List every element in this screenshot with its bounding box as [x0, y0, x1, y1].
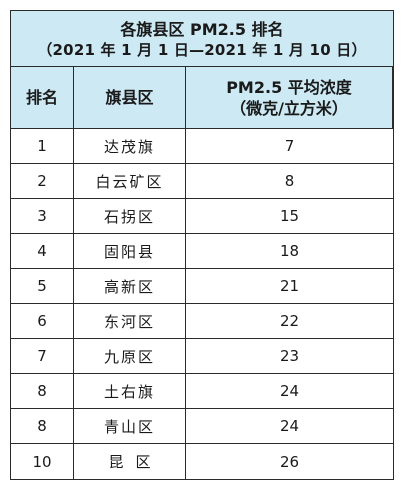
county-cell: 固阳县 [74, 234, 186, 269]
table-title-main: 各旗县区 PM2.5 排名 [120, 20, 284, 39]
rank-cell: 5 [11, 269, 74, 304]
rank-cell: 7 [11, 339, 74, 374]
column-header-pm25-label: PM2.5 平均浓度 [226, 77, 352, 97]
table-title-date-range: （2021 年 1 月 1 日—2021 年 1 月 10 日） [37, 41, 367, 59]
county-cell: 青山区 [74, 409, 186, 444]
pm25-value-cell: 15 [186, 199, 393, 234]
county-cell: 高新区 [74, 269, 186, 304]
county-cell: 昆区 [74, 444, 186, 479]
rank-cell: 8 [11, 409, 74, 444]
rank-cell: 4 [11, 234, 74, 269]
county-cell: 九原区 [74, 339, 186, 374]
pm25-value-cell: 21 [186, 269, 393, 304]
rank-cell: 3 [11, 199, 74, 234]
rank-cell: 6 [11, 304, 74, 339]
table-grid: 排名 旗县区 PM2.5 平均浓度 （微克/立方米） 1 达茂旗 7 2 白云矿… [11, 67, 393, 479]
county-cell: 白云矿区 [74, 164, 186, 199]
pm25-value-cell: 24 [186, 374, 393, 409]
pm25-value-cell: 23 [186, 339, 393, 374]
pm25-value-cell: 24 [186, 409, 393, 444]
pm25-value-cell: 8 [186, 164, 393, 199]
pm25-ranking-table: 各旗县区 PM2.5 排名 （2021 年 1 月 1 日—2021 年 1 月… [10, 10, 394, 480]
county-cell: 东河区 [74, 304, 186, 339]
column-header-rank: 排名 [11, 67, 74, 129]
pm25-value-cell: 26 [186, 444, 393, 479]
column-header-pm25-unit: （微克/立方米） [230, 98, 348, 118]
column-header-pm25: PM2.5 平均浓度 （微克/立方米） [186, 67, 393, 129]
pm25-value-cell: 22 [186, 304, 393, 339]
county-cell: 土右旗 [74, 374, 186, 409]
rank-cell: 10 [11, 444, 74, 479]
county-cell: 达茂旗 [74, 129, 186, 164]
column-header-county: 旗县区 [74, 67, 186, 129]
pm25-value-cell: 7 [186, 129, 393, 164]
pm25-value-cell: 18 [186, 234, 393, 269]
table-title: 各旗县区 PM2.5 排名 （2021 年 1 月 1 日—2021 年 1 月… [11, 11, 393, 67]
rank-cell: 8 [11, 374, 74, 409]
rank-cell: 2 [11, 164, 74, 199]
county-cell: 石拐区 [74, 199, 186, 234]
rank-cell: 1 [11, 129, 74, 164]
